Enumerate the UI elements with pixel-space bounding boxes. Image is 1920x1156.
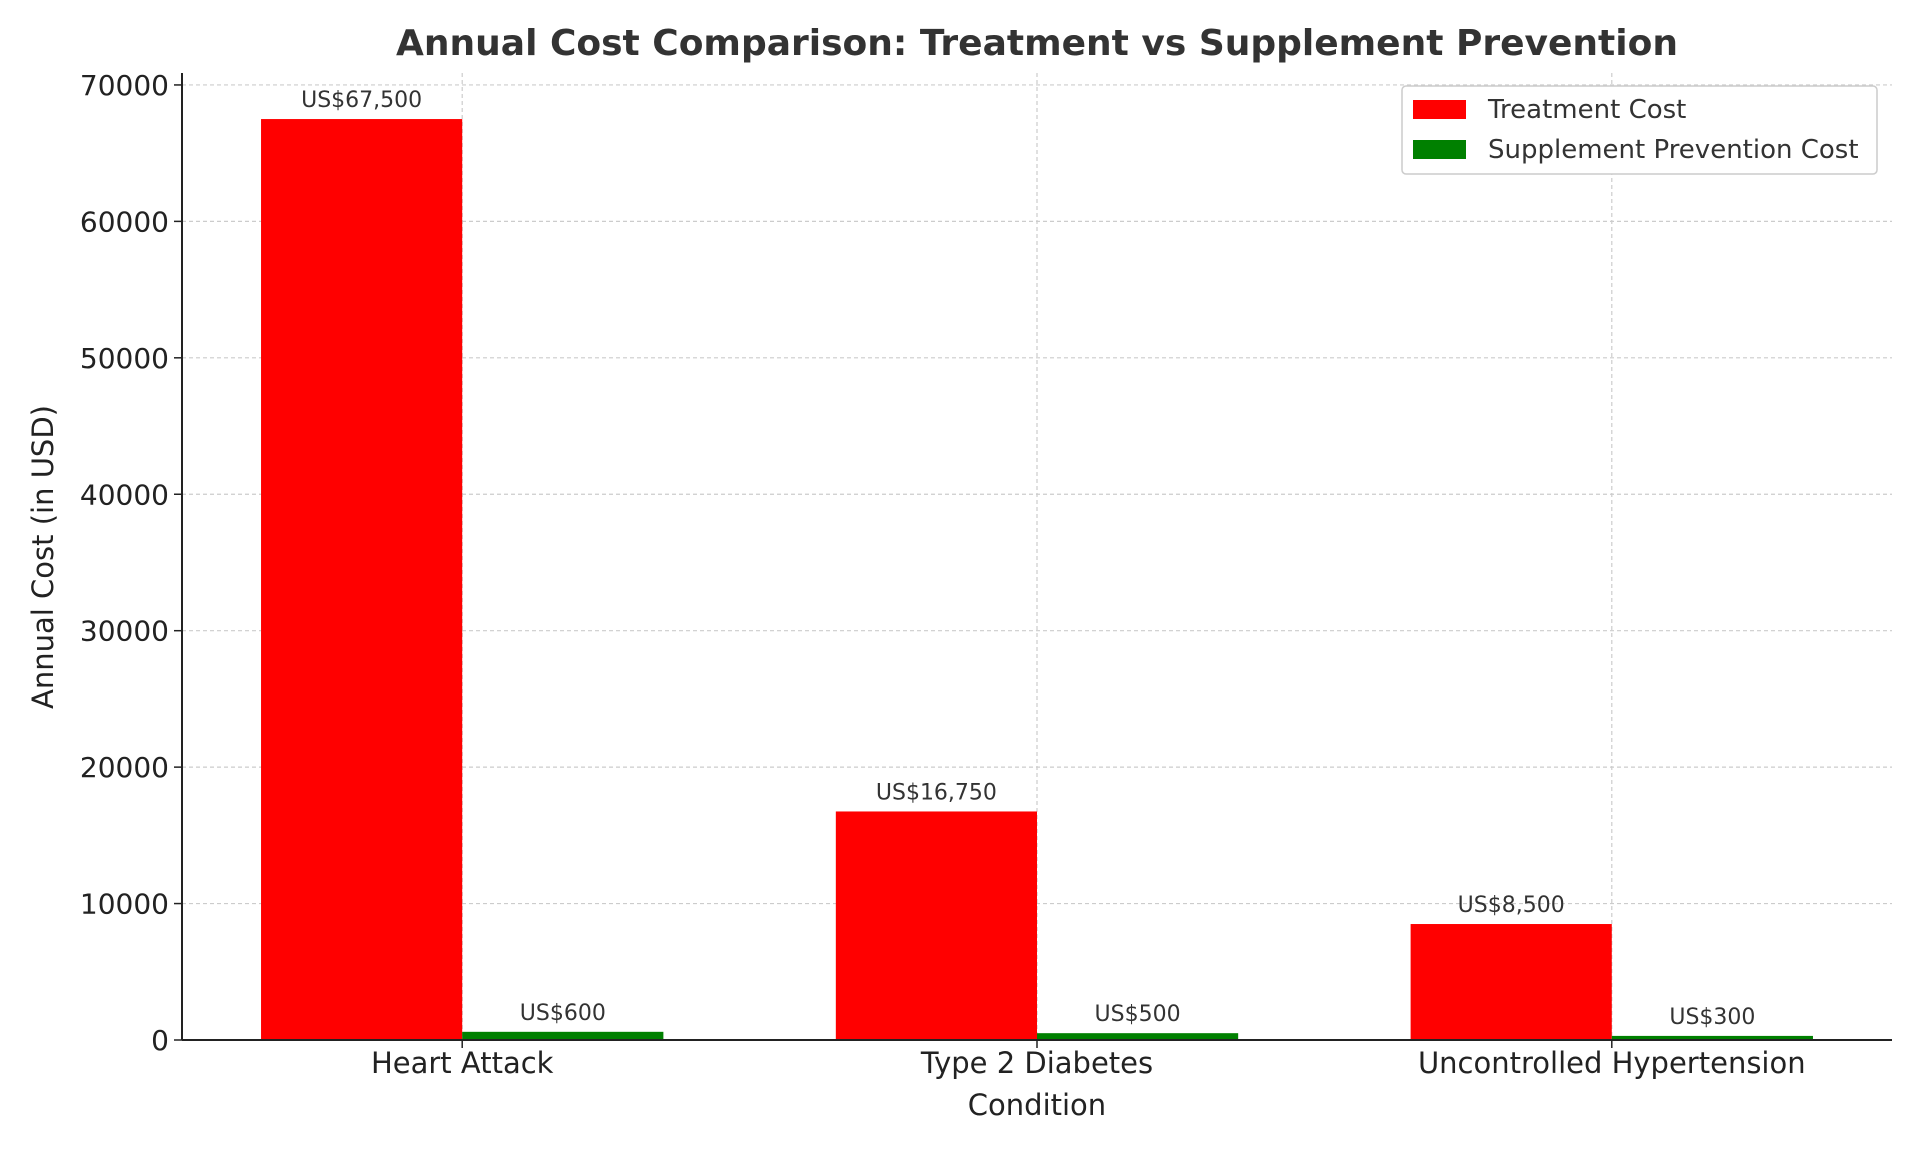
y-tick-label: 70000 <box>80 69 169 102</box>
y-tick-label: 10000 <box>80 888 169 921</box>
y-tick-label: 60000 <box>80 205 169 238</box>
bar-treatment <box>835 811 1037 1040</box>
chart-title: Annual Cost Comparison: Treatment vs Sup… <box>396 23 1678 64</box>
y-axis-label: Annual Cost (in USD) <box>26 405 60 709</box>
bar-supplement <box>1037 1033 1239 1040</box>
data-label: US$8,500 <box>1458 893 1565 918</box>
bar-treatment <box>1410 924 1612 1040</box>
legend-label-treatment: Treatment Cost <box>1487 95 1686 125</box>
data-label: US$300 <box>1669 1005 1755 1030</box>
y-tick-label: 0 <box>151 1024 169 1057</box>
data-label: US$16,750 <box>876 780 997 805</box>
y-tick-label: 50000 <box>80 342 169 375</box>
x-tick-label: Uncontrolled Hypertension <box>1418 1046 1806 1080</box>
legend-label-supplement: Supplement Prevention Cost <box>1488 135 1859 165</box>
x-axis-label: Condition <box>968 1088 1106 1122</box>
legend-swatch-treatment <box>1413 100 1466 119</box>
x-tick-label: Heart Attack <box>371 1046 554 1080</box>
data-label: US$67,500 <box>301 88 422 113</box>
bar-supplement <box>462 1031 664 1040</box>
bar-treatment <box>261 119 463 1041</box>
legend: Treatment Cost Supplement Prevention Cos… <box>1401 85 1878 175</box>
bar-supplement <box>1611 1035 1813 1040</box>
y-tick-label: 20000 <box>80 751 169 784</box>
data-label: US$600 <box>520 1001 606 1026</box>
bars: US$67,500 US$600 US$16,750 US$500 US$8,500 US… <box>261 88 1813 1041</box>
axes: 0 10000 20000 30000 40000 50000 60000 70000 Hear… <box>80 69 1892 1080</box>
legend-swatch-supplement <box>1413 140 1466 159</box>
y-tick-label: 30000 <box>80 615 169 648</box>
legend-frame <box>1401 85 1878 175</box>
y-tick-label: 40000 <box>80 478 169 511</box>
data-label: US$500 <box>1095 1002 1181 1027</box>
x-tick-label: Type 2 Diabetes <box>920 1046 1153 1080</box>
